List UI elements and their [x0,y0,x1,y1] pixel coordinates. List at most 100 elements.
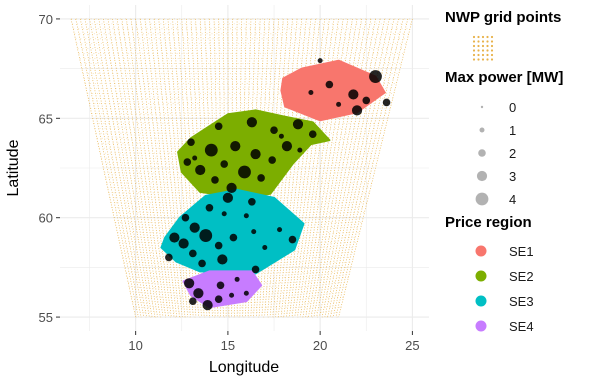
y-tick-label: 70 [39,12,53,27]
region-se4 [182,270,263,309]
plant-point [336,101,342,107]
plant-point [292,119,304,130]
legend-grid-dot [477,35,480,39]
plant-point [308,130,317,139]
plant-point [214,241,223,250]
x-tick-label: 15 [221,338,235,353]
legend-region-label: SE1 [509,244,534,259]
legend-size-key [480,105,484,109]
legend-grid-dot [481,35,485,39]
legend-grid-dot [481,58,485,61]
plant-point [317,58,323,64]
plant-point [165,253,173,262]
plant-point [211,176,219,184]
legend-grid-dot [490,49,494,52]
legend-grid-dot [477,58,480,61]
nwp-grid-column [258,18,279,318]
nwp-grid-column [335,18,409,318]
plant-point [362,96,371,105]
legend-grid-dot [472,58,476,61]
legend-grid-dot [486,53,489,57]
nwp-grid-column [126,18,169,318]
plant-point [178,238,189,249]
legend-grid-dot [481,40,485,43]
legend-grid-dot [490,44,494,48]
plant-point [199,229,213,242]
plant-point [257,174,265,182]
plant-point [193,288,204,299]
nwp-grid-column [153,18,186,318]
nwp-grid-column [332,18,404,318]
plant-point [348,89,359,100]
plant-point [251,265,260,274]
power-plant-points [165,58,391,311]
nwp-grid-column [172,18,197,318]
legend-grid-swatch [472,35,494,61]
legend-grid-dot [486,49,489,52]
plant-point [204,143,218,157]
nwp-grid-column [116,18,164,318]
plant-point [248,197,256,206]
plant-point [281,141,293,152]
legend-grid-dot [472,53,476,57]
plant-point [189,249,197,258]
legend-grid-title: NWP grid points [445,9,561,26]
legend-grid-dot [486,40,489,43]
nwp-grid-column [112,18,161,318]
legend-region-items: SE1 SE2 SE3 SE4 [475,244,534,334]
legend-region-label: SE2 [509,269,534,284]
plant-point [220,160,229,168]
legend-grid-dot [472,44,476,48]
nwp-grid-column [135,18,175,318]
nwp-grid-column [149,18,183,318]
x-tick-label: 10 [128,338,142,353]
y-axis-ticks: 55 60 65 70 [39,12,60,325]
plant-point [382,98,391,107]
nwp-grid-column [338,18,413,318]
plant-point [189,297,197,305]
plant-point [243,213,249,219]
legend-grid-dot [477,53,480,57]
nwp-grid-column [255,18,275,318]
plant-point [216,281,225,290]
legend-grid-dot [472,35,476,39]
plant-point [230,141,241,152]
nwp-grid-column [308,18,363,318]
plant-point [214,122,223,131]
legend-grid-dot [477,40,480,43]
legend-region-label: SE3 [509,294,534,309]
plant-point [297,147,303,153]
plant-point [369,70,382,83]
legend-size-label: 0 [509,100,516,115]
legend-region-key [475,270,487,282]
nwp-grid-column [186,18,205,318]
legend-size-label: 1 [509,123,516,138]
legend-region-label: SE4 [509,319,534,334]
plant-point [184,278,195,289]
legend-size-key [476,170,488,182]
plant-point [226,182,237,193]
x-axis-title: Longitude [209,359,279,376]
legend-region-key [475,320,487,332]
nwp-grid-column [250,18,266,318]
plant-point [238,165,251,179]
y-tick-label: 55 [39,310,53,325]
legend-region-key [475,245,487,257]
plant-point [277,227,283,233]
legend-region-key [475,295,487,307]
legend-grid-dot [490,35,494,39]
plant-point [169,232,180,243]
nwp-grid-column [264,18,289,318]
plant-point [205,203,214,212]
legend: NWP grid points Max power [MW] 0 1 2 3 4 Pri… [445,9,563,334]
legend-grid-dot [477,49,480,52]
y-tick-label: 60 [39,211,53,226]
plant-point [192,155,198,161]
plant-point [195,164,206,176]
plant-point [189,222,200,233]
legend-size-label: 3 [509,169,516,184]
nwp-grid-column [167,18,194,318]
plant-point [214,295,223,303]
legend-grid-dot [490,40,494,43]
legend-grid-dot [490,58,494,61]
